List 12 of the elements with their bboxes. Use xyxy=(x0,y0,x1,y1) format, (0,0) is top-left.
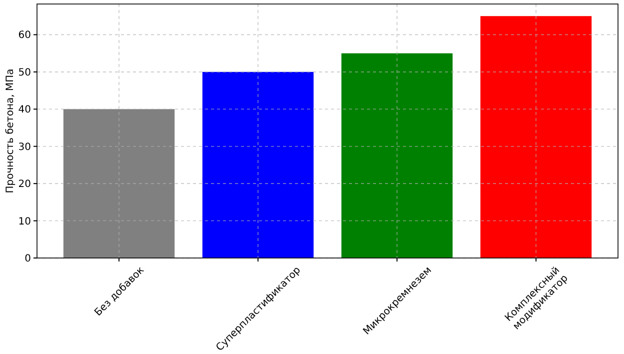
bar xyxy=(202,72,314,258)
bar xyxy=(63,109,175,258)
bar xyxy=(480,16,592,258)
y-tick-label: 10 xyxy=(18,216,31,228)
bar xyxy=(341,53,453,258)
y-tick-label: 30 xyxy=(18,142,31,153)
y-tick-label: 20 xyxy=(18,179,31,190)
y-tick-label: 50 xyxy=(18,67,31,78)
y-axis-title: Прочность бетона, МПа xyxy=(5,68,16,194)
y-tick-label: 40 xyxy=(18,104,31,116)
y-tick-label: 60 xyxy=(18,30,31,42)
y-tick-label: 0 xyxy=(24,254,31,264)
